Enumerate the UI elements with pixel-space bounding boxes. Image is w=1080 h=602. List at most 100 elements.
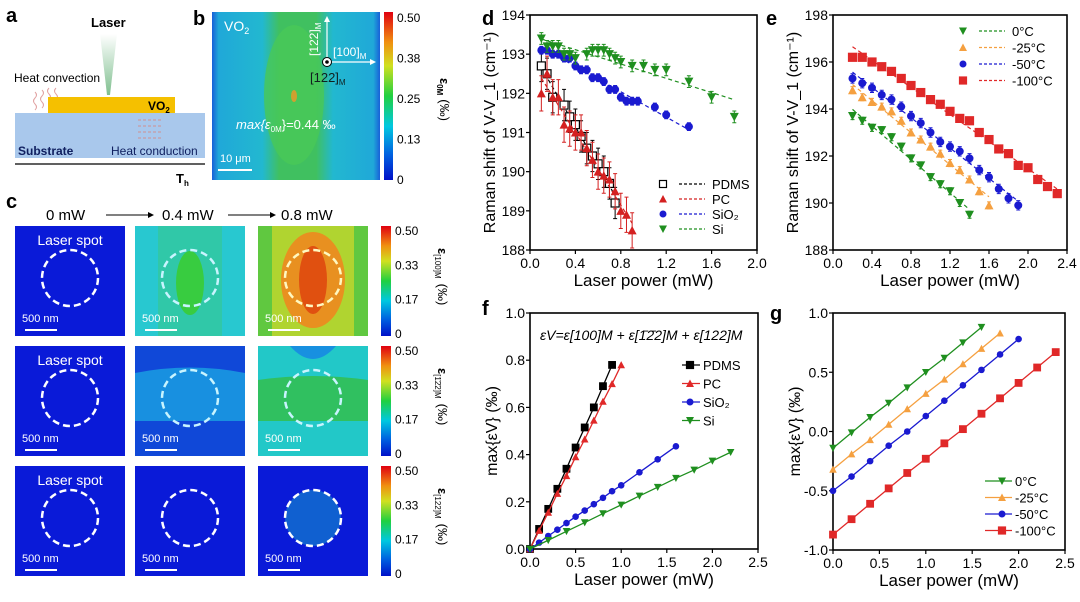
laser-spot-circle	[40, 368, 100, 428]
data-point	[922, 412, 930, 420]
panel-b-strain-map: b VO2 [122]M [100]M [122]M max{ε0M}=0.44…	[193, 8, 452, 187]
data-point	[563, 519, 570, 527]
data-point	[544, 536, 553, 545]
data-point	[916, 135, 926, 144]
data-point	[589, 403, 598, 412]
data-point	[580, 519, 589, 527]
data-point	[965, 175, 974, 184]
y-tick-label: 0.8	[506, 352, 526, 368]
data-point	[906, 80, 916, 91]
y-tick-label: 192	[502, 85, 526, 101]
data-point	[997, 526, 1007, 535]
data-point	[1015, 335, 1022, 343]
panel-label-e: e	[766, 8, 777, 30]
data-point	[559, 120, 569, 129]
data-point	[1013, 160, 1023, 170]
x-tick-label: 0.0	[823, 255, 843, 271]
colorbar-tick: 0	[395, 327, 402, 341]
series-line	[832, 332, 1001, 470]
substrate-label: Substrate	[18, 144, 74, 158]
axis-out-label: [122]M	[310, 70, 346, 87]
data-point	[572, 513, 579, 520]
series-d-1	[536, 55, 637, 249]
series-line	[529, 364, 613, 550]
y-tick-label: 190	[805, 195, 829, 211]
data-point	[977, 344, 986, 352]
data-point	[536, 34, 546, 43]
data-point	[659, 210, 667, 218]
data-point	[941, 397, 948, 404]
data-point	[707, 93, 717, 102]
data-point	[925, 94, 936, 105]
data-point	[877, 62, 887, 72]
data-point	[959, 381, 967, 389]
data-point	[935, 180, 945, 189]
data-point	[877, 126, 887, 135]
y-tick-label: 0.6	[506, 399, 526, 415]
data-point	[1033, 363, 1042, 372]
data-point	[877, 102, 887, 111]
data-point	[685, 360, 695, 370]
th-label: Th	[176, 171, 189, 188]
x-axis-label: Laser power (mW)	[880, 271, 1020, 290]
data-point	[829, 444, 837, 452]
data-point	[959, 339, 967, 347]
x-tick-label: 2.5	[1055, 555, 1075, 571]
scale-bar-label: 500 nm	[22, 313, 59, 325]
data-point	[542, 69, 552, 78]
y-tick-label: -0.5	[804, 483, 828, 499]
axis-up-label: [122]M	[307, 22, 323, 56]
colorbar-tick: 0	[397, 173, 404, 187]
legend-item: PC	[682, 377, 721, 392]
legend-item: SiO₂	[682, 395, 730, 410]
data-point	[536, 61, 546, 71]
data-point	[588, 73, 597, 82]
data-point	[866, 413, 874, 422]
data-point	[996, 329, 1004, 337]
y-tick-label: 0.5	[809, 364, 829, 380]
legend-label: PC	[712, 192, 730, 207]
data-point	[974, 186, 984, 196]
y-tick-label: 188	[502, 242, 526, 258]
data-point	[866, 499, 875, 508]
data-point	[1051, 348, 1060, 357]
data-point	[867, 57, 877, 67]
map-r2-c1	[15, 346, 125, 456]
laser-beam	[100, 34, 117, 95]
data-point	[536, 88, 546, 98]
data-point	[587, 46, 597, 55]
x-tick-label: 1.0	[916, 555, 936, 571]
colorbar	[384, 12, 393, 180]
data-point	[847, 52, 858, 62]
x-tick-label: 1.5	[657, 554, 677, 570]
legend-item: Si	[682, 414, 715, 429]
data-point	[593, 167, 603, 176]
data-point	[627, 225, 637, 235]
fit-line	[540, 67, 616, 197]
x-tick-label: 1.2	[940, 255, 960, 271]
scale-bar-label: 500 nm	[265, 313, 302, 325]
data-point	[654, 456, 661, 463]
data-point	[896, 73, 906, 84]
data-point	[959, 60, 967, 68]
data-point	[926, 173, 935, 182]
data-point	[977, 409, 986, 418]
data-point	[535, 526, 543, 534]
legend-item: 0°C	[985, 474, 1037, 489]
data-point	[617, 481, 625, 489]
legend-item: -25°C	[985, 491, 1048, 506]
data-point	[662, 110, 671, 119]
data-point	[847, 450, 856, 458]
data-point	[955, 165, 965, 175]
legend-label: PC	[703, 377, 721, 392]
legend-item: -100°C	[985, 524, 1056, 539]
data-point	[977, 323, 986, 332]
panel-label-a: a	[6, 5, 18, 27]
data-point	[590, 416, 598, 424]
data-point	[570, 54, 580, 63]
data-point	[553, 42, 563, 51]
data-point	[887, 106, 896, 116]
panel-label-d: d	[482, 8, 494, 30]
legend-label: Si	[712, 222, 724, 237]
data-point	[940, 375, 949, 383]
